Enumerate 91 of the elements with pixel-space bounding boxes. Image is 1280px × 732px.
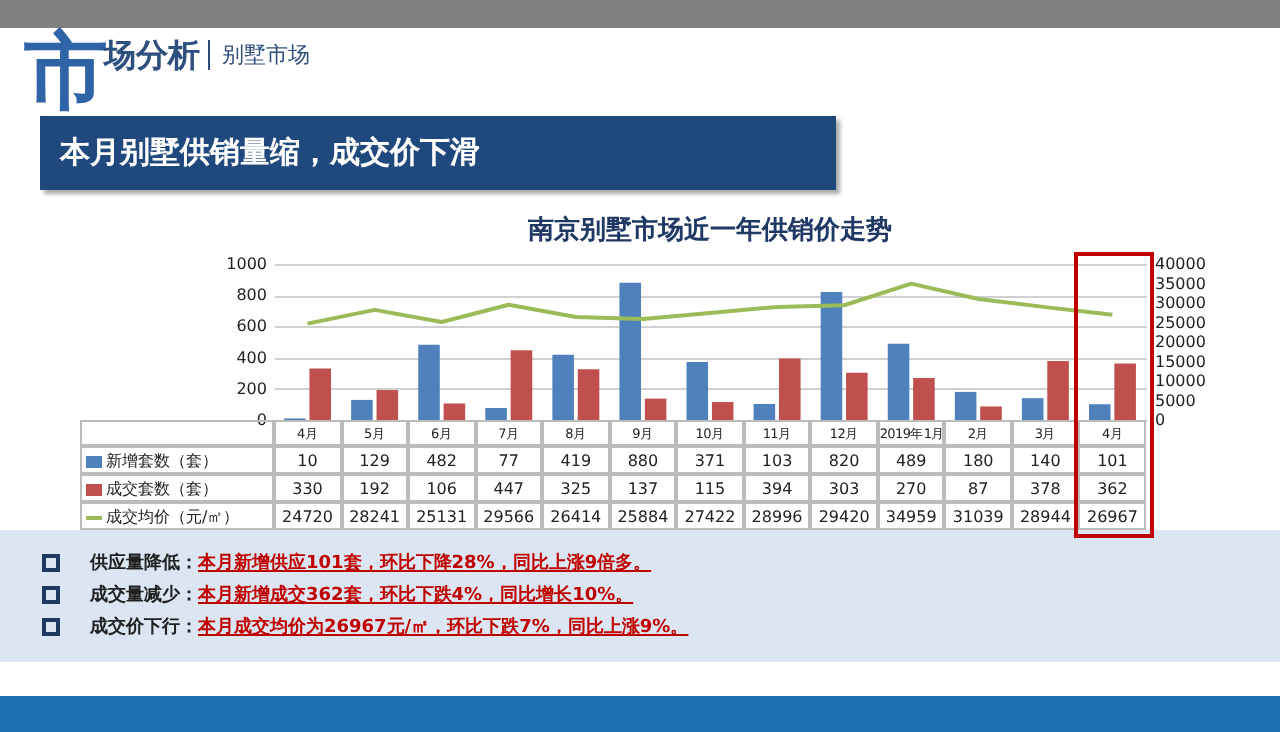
data-label: 115 [676, 474, 744, 502]
bar [644, 398, 667, 420]
y2-tick-label: 25000 [1155, 313, 1206, 332]
bar [711, 402, 734, 420]
text: 本月新增成交362套，环比下跌4%，同比增长10%。 [198, 586, 634, 606]
data-label: 362 [1078, 474, 1146, 502]
bar [980, 406, 1002, 420]
bar [418, 344, 440, 420]
data-label: 77 [475, 446, 543, 474]
data-label: 394 [743, 474, 811, 502]
y2-tick-label: 10000 [1155, 372, 1206, 390]
data-label: 482 [408, 446, 476, 474]
bar [376, 390, 399, 420]
text: 供应量降低： [90, 554, 198, 574]
text: 成交量减少： [90, 586, 198, 606]
bar [1021, 398, 1044, 420]
data-label: 447 [475, 474, 543, 502]
data-label: 371 [676, 446, 744, 474]
y2-tick-label: 35000 [1155, 274, 1206, 293]
data-label: 25131 [408, 502, 476, 530]
data-label: 880 [609, 446, 677, 474]
data-label: 87 [944, 474, 1012, 502]
y2-tick-label: 5000 [1155, 391, 1196, 410]
data-label: 29420 [810, 502, 878, 530]
text: 别墅市场 [208, 40, 310, 70]
bar [510, 350, 533, 420]
bar [913, 377, 935, 420]
data-label: 103 [743, 446, 811, 474]
data-label: 192 [341, 474, 409, 502]
y2-tick-label: 0 [1155, 411, 1166, 429]
data-label: 270 [877, 474, 945, 502]
y-tick-label: 200 [236, 379, 267, 398]
bar [577, 369, 600, 420]
chart-title: 南京别墅市场近一年供销价走势 [526, 214, 892, 246]
text: 本月成交均价为26967元/㎡，环比下跌7%，同比上涨9%。 [198, 618, 689, 638]
y-tick-label: 1000 [226, 255, 267, 273]
y-tick-label: 600 [236, 317, 267, 336]
data-label: 24720 [274, 502, 342, 530]
bar [954, 391, 977, 420]
data-label: 26414 [542, 502, 610, 530]
data-label: 303 [810, 474, 878, 502]
data-label: 820 [810, 446, 878, 474]
y-tick-label: 800 [236, 286, 267, 305]
data-label: 140 [1011, 446, 1079, 474]
legend-label: 成交均价（元/㎡） [106, 508, 240, 526]
y2-tick-label: 15000 [1155, 352, 1206, 371]
text: 本月别墅供销量缩，成交价下滑 [60, 134, 480, 170]
data-label: 106 [408, 474, 476, 502]
y2-tick-label: 30000 [1155, 294, 1206, 312]
data-label: 330 [274, 474, 342, 502]
bar [443, 403, 466, 420]
data-label: 25884 [609, 502, 677, 530]
legend-label: 新增套数（套） [106, 452, 218, 470]
bar [753, 403, 776, 420]
data-label: 27422 [676, 502, 744, 530]
data-label: 28241 [341, 502, 409, 530]
bar [351, 399, 373, 420]
data-label: 325 [542, 474, 610, 502]
bar [846, 372, 868, 420]
data-label: 378 [1011, 474, 1079, 502]
bar [552, 354, 574, 420]
data-label: 137 [609, 474, 677, 502]
bar [309, 368, 332, 420]
bar [1047, 361, 1069, 420]
line-series [305, 281, 1115, 326]
bar [1088, 404, 1111, 420]
y-tick-label: 400 [236, 348, 267, 367]
data-label: 29566 [475, 502, 543, 530]
bar [887, 343, 910, 420]
bar [1114, 363, 1136, 420]
data-label: 26967 [1078, 502, 1146, 530]
data-label: 34959 [877, 502, 945, 530]
bar [485, 407, 507, 420]
data-label: 129 [341, 446, 409, 474]
bar [820, 292, 843, 420]
bar [619, 282, 642, 420]
legend-label: 成交套数（套） [106, 480, 218, 498]
data-label: 489 [877, 446, 945, 474]
data-label: 419 [542, 446, 610, 474]
data-label: 28944 [1011, 502, 1079, 530]
data-label: 31039 [944, 502, 1012, 530]
data-label: 28996 [743, 502, 811, 530]
text: 本月新增供应101套，环比下降28%，同比上涨9倍多。 [198, 554, 652, 574]
data-label: 180 [944, 446, 1012, 474]
data-label: 10 [274, 446, 342, 474]
text: 成交价下行： [90, 618, 198, 638]
data-label: 101 [1078, 446, 1146, 474]
bar [686, 362, 709, 420]
y2-tick-label: 40000 [1155, 255, 1206, 273]
y2-tick-label: 20000 [1155, 333, 1206, 351]
bar [778, 358, 801, 420]
